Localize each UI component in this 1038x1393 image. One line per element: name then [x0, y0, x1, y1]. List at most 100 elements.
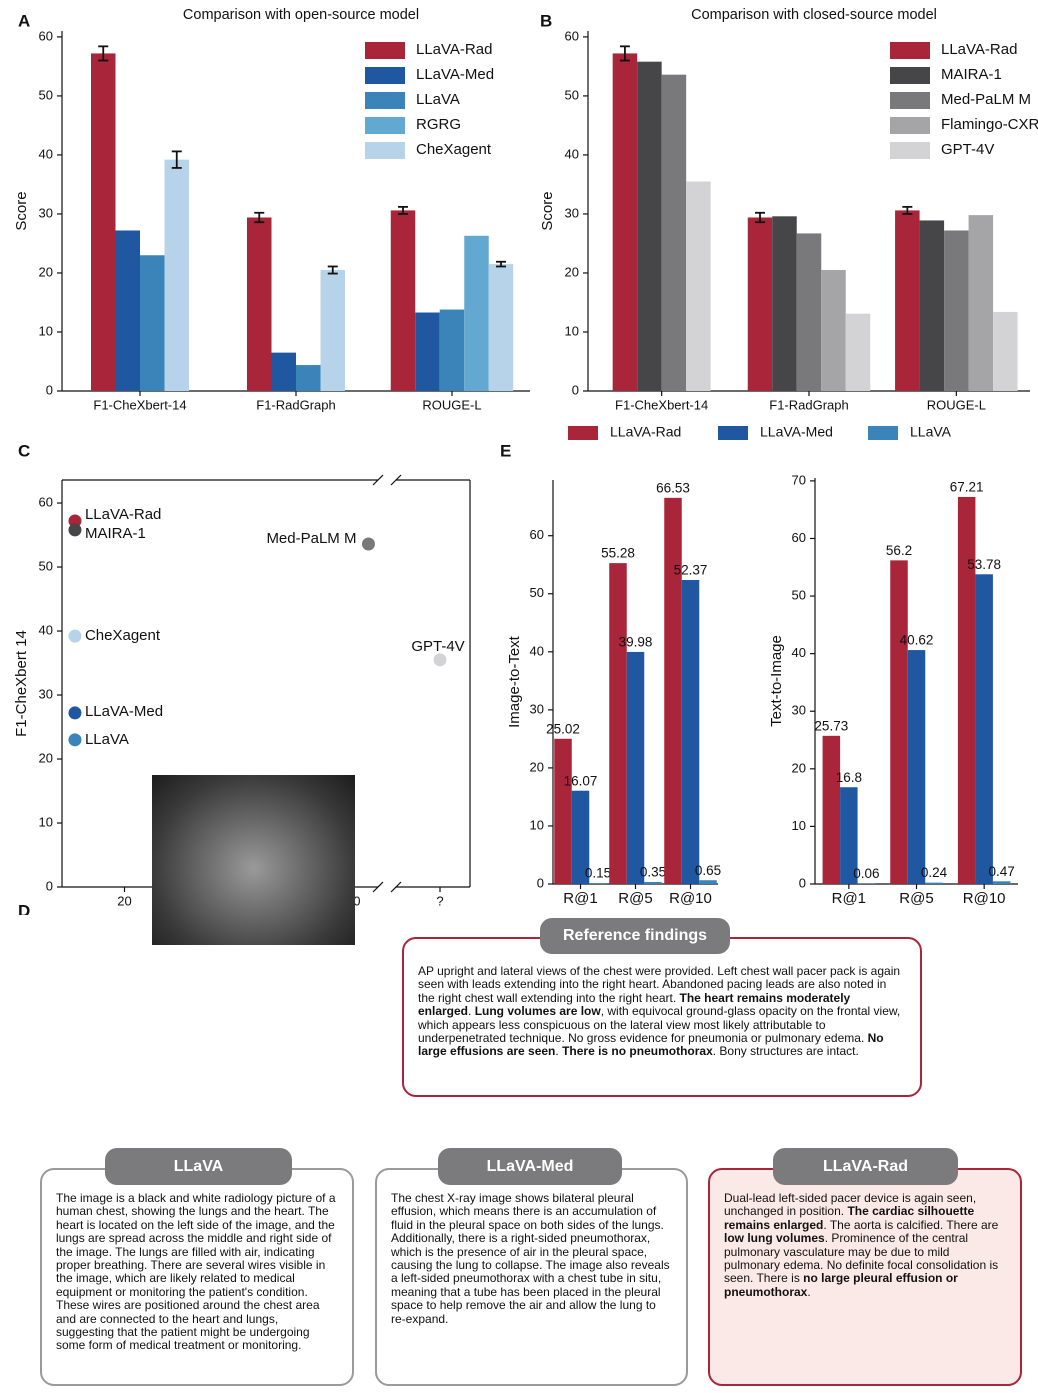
x-tick-label: R@1: [832, 890, 866, 907]
x-tick-label: ROUGE-L: [927, 397, 986, 412]
y-tick-label: 30: [530, 701, 544, 716]
y-tick-label: 30: [39, 205, 53, 220]
bar: [91, 53, 116, 391]
bar: [415, 313, 440, 391]
value-label: 67.21: [950, 480, 984, 495]
bar: [140, 255, 165, 391]
x-tick-label: R@10: [963, 890, 1006, 907]
text-span: low lung volumes: [724, 1231, 825, 1245]
y-tick-label: 10: [792, 818, 806, 833]
y-tick-label: 20: [39, 264, 53, 279]
x-tick-label: R@10: [669, 890, 712, 907]
y-tick-label: 40: [39, 146, 53, 161]
y-tick-label: 30: [792, 703, 806, 718]
figure: ABCDE0102030405060ScoreComparison with o…: [0, 0, 1038, 1393]
panel-label: D: [18, 901, 30, 915]
y-tick-label: 0: [46, 878, 53, 893]
x-tick-label: R@5: [899, 890, 933, 907]
bar: [925, 883, 943, 884]
value-label: 16.07: [564, 773, 598, 788]
legend-label: Med-PaLM M: [941, 91, 1031, 108]
legend-label: GPT-4V: [941, 141, 994, 158]
bar: [975, 574, 993, 884]
point-label: Med-PaLM M: [266, 530, 356, 547]
text-span: .: [807, 1285, 810, 1299]
legend-swatch: [890, 117, 930, 134]
x-tick-label: F1-CheXbert-14: [93, 397, 186, 412]
value-label: 56.2: [886, 543, 912, 558]
bar: [699, 880, 717, 884]
point: [68, 733, 81, 746]
output-box: Dual-lead left-sided pacer device is aga…: [708, 1168, 1022, 1386]
value-label: 55.28: [601, 546, 635, 561]
value-label: 40.62: [900, 633, 934, 648]
legend-label: LLaVA-Rad: [941, 41, 1017, 58]
output-box: The image is a black and white radiology…: [40, 1168, 354, 1386]
value-label: 0.24: [921, 865, 948, 880]
legend-swatch: [568, 426, 598, 440]
text-span: The image is a black and white radiology…: [56, 1191, 336, 1352]
point: [434, 653, 447, 666]
bar: [391, 210, 416, 391]
output-title: LLaVA-Rad: [773, 1148, 958, 1185]
text-span: The chest X-ray image shows bilateral pl…: [391, 1191, 670, 1326]
output-title: LLaVA: [105, 1148, 292, 1185]
bar: [908, 650, 926, 884]
reference-title: Reference findings: [540, 918, 730, 954]
legend-swatch: [365, 92, 405, 109]
y-tick-label: 60: [39, 494, 53, 509]
bar: [958, 497, 976, 884]
bar: [637, 62, 662, 391]
reference-box: AP upright and lateral views of the ches…: [402, 937, 922, 1097]
legend-label: CheXagent: [416, 141, 492, 158]
y-tick-label: 10: [565, 323, 579, 338]
bar: [440, 310, 465, 391]
y-tick-label: 60: [565, 28, 579, 43]
bar: [890, 560, 908, 884]
value-label: 66.53: [656, 480, 690, 495]
y-tick-label: 50: [39, 87, 53, 102]
y-tick-label: 50: [792, 587, 806, 602]
legend-swatch: [718, 426, 748, 440]
y-tick-label: 20: [530, 759, 544, 774]
y-tick-label: 40: [39, 622, 53, 637]
bar: [321, 270, 346, 391]
legend-swatch: [890, 67, 930, 84]
x-tick-label: R@5: [618, 890, 652, 907]
bar: [662, 75, 687, 391]
point: [68, 523, 81, 536]
bar: [895, 210, 920, 391]
y-tick-label: 0: [572, 382, 579, 397]
x-tick-label: F1-CheXbert-14: [615, 397, 708, 412]
bar: [944, 230, 969, 391]
y-tick-label: 10: [39, 323, 53, 338]
y-tick-label: 60: [39, 28, 53, 43]
bar: [686, 181, 711, 391]
bar: [165, 160, 190, 391]
value-label: 0.06: [853, 866, 879, 881]
legend-label: LLaVA-Rad: [610, 424, 681, 440]
point-label: GPT-4V: [411, 638, 464, 655]
legend-swatch: [365, 117, 405, 134]
y-tick-label: 0: [537, 875, 544, 890]
y-axis-label: Score: [13, 191, 30, 230]
y-tick-label: 0: [799, 875, 806, 890]
bar: [748, 217, 773, 391]
y-tick-label: 0: [46, 382, 53, 397]
bar: [613, 53, 638, 391]
bar: [627, 652, 645, 884]
output-box: The chest X-ray image shows bilateral pl…: [375, 1168, 688, 1386]
y-tick-label: 20: [792, 760, 806, 775]
bar: [797, 233, 822, 391]
legend-swatch: [365, 142, 405, 159]
legend-swatch: [890, 42, 930, 59]
bar: [993, 312, 1018, 391]
legend-label: RGRG: [416, 116, 461, 133]
point-label: LLaVA: [85, 731, 129, 748]
legend-label: LLaVA: [416, 91, 460, 108]
legend-label: LLaVA-Rad: [416, 41, 492, 58]
point-label: LLaVA-Rad: [85, 506, 161, 523]
bar: [554, 739, 572, 884]
x-tick-label: F1-RadGraph: [769, 397, 848, 412]
point-label: MAIRA-1: [85, 525, 146, 542]
